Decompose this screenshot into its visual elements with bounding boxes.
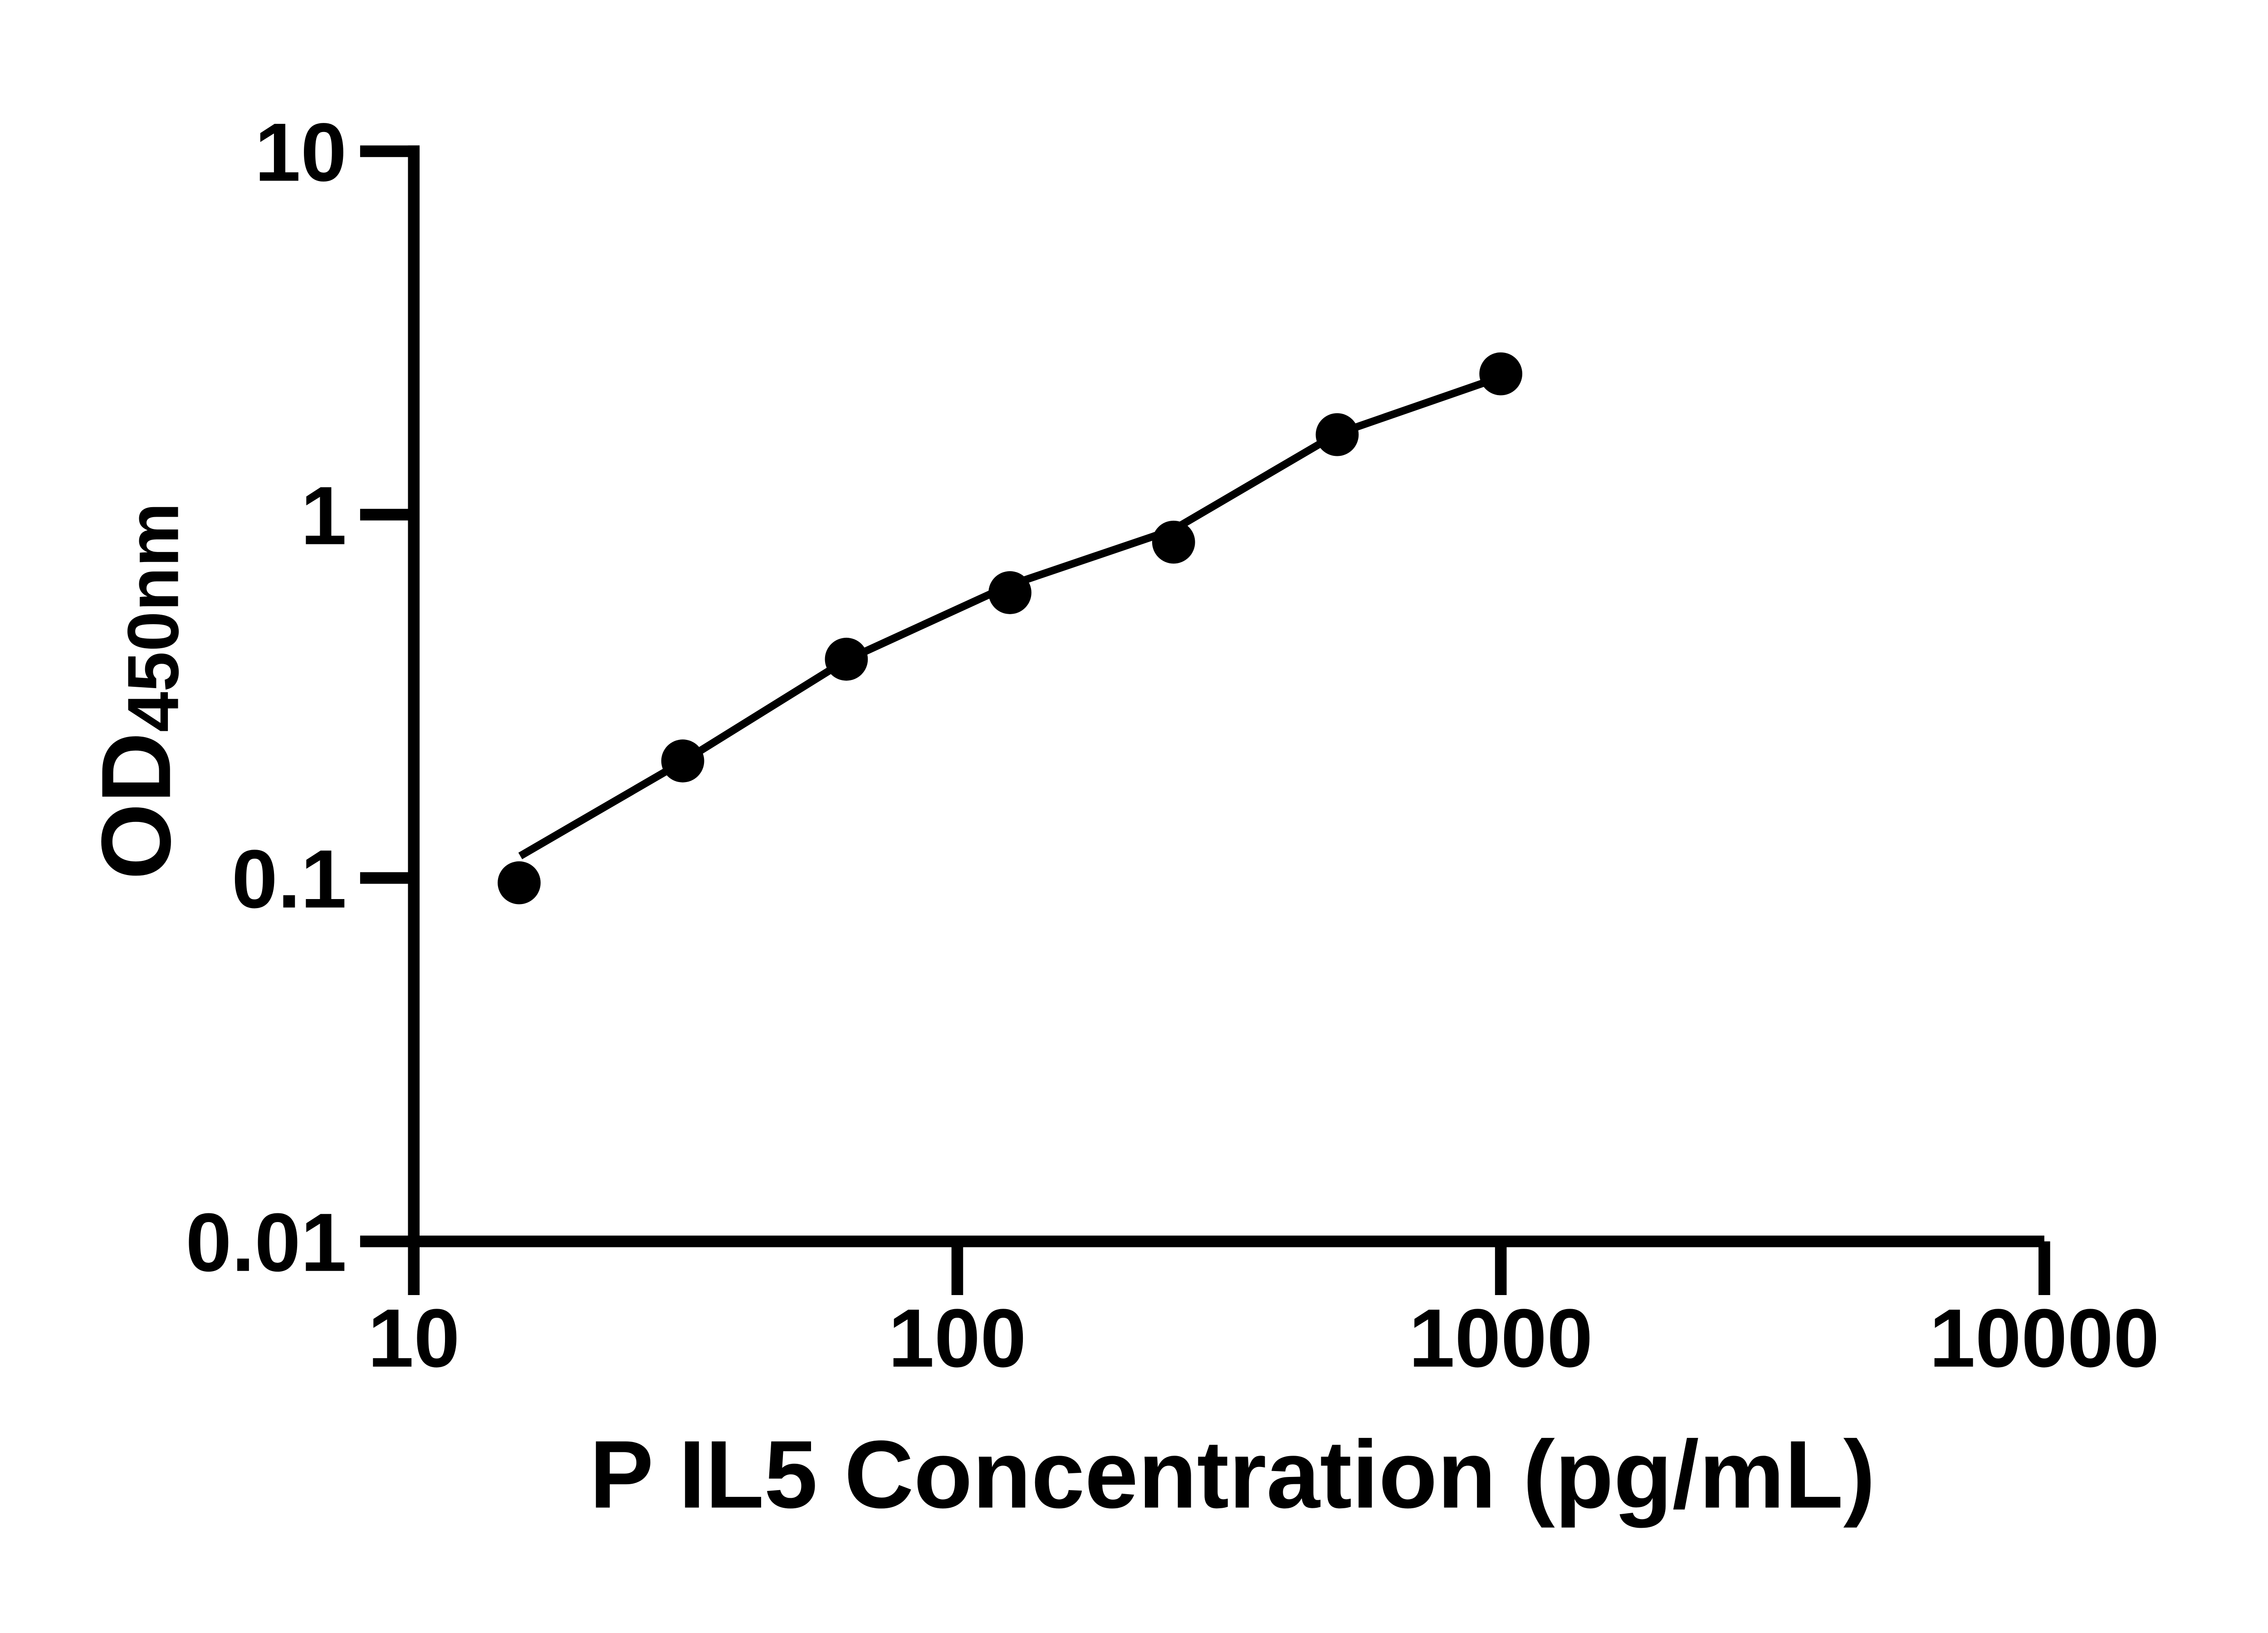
axes bbox=[408, 145, 2044, 1247]
data-point bbox=[1152, 520, 1195, 564]
x-tick-label: 100 bbox=[888, 1292, 1026, 1384]
x-axis-tick-labels: 10 100 1000 10000 bbox=[368, 1292, 2160, 1384]
y-tick-label: 0.1 bbox=[232, 833, 347, 925]
y-tick-label: 10 bbox=[254, 106, 347, 199]
data-points bbox=[498, 352, 1523, 905]
x-axis-title: P IL5 Concentration (pg/mL) bbox=[590, 1420, 1876, 1528]
y-axis-ticks bbox=[360, 145, 414, 1247]
y-axis-title: OD450nm bbox=[81, 503, 194, 880]
data-point bbox=[498, 861, 541, 905]
x-tick-label: 1000 bbox=[1409, 1292, 1593, 1384]
data-point bbox=[825, 637, 868, 681]
y-axis-tick-labels: 10 1 0.1 0.01 bbox=[186, 106, 347, 1289]
y-axis-title-main: OD bbox=[81, 732, 191, 880]
x-axis-ticks bbox=[408, 1241, 2050, 1296]
data-point bbox=[661, 739, 704, 782]
data-point bbox=[1315, 413, 1359, 456]
y-tick-label: 1 bbox=[301, 469, 347, 562]
x-tick-label: 10000 bbox=[1929, 1292, 2159, 1384]
x-tick-label: 10 bbox=[368, 1292, 460, 1384]
data-point bbox=[1479, 352, 1523, 396]
y-tick-label: 0.01 bbox=[186, 1196, 347, 1289]
y-axis-title-subscript: 450nm bbox=[112, 503, 194, 732]
data-point bbox=[988, 571, 1031, 614]
